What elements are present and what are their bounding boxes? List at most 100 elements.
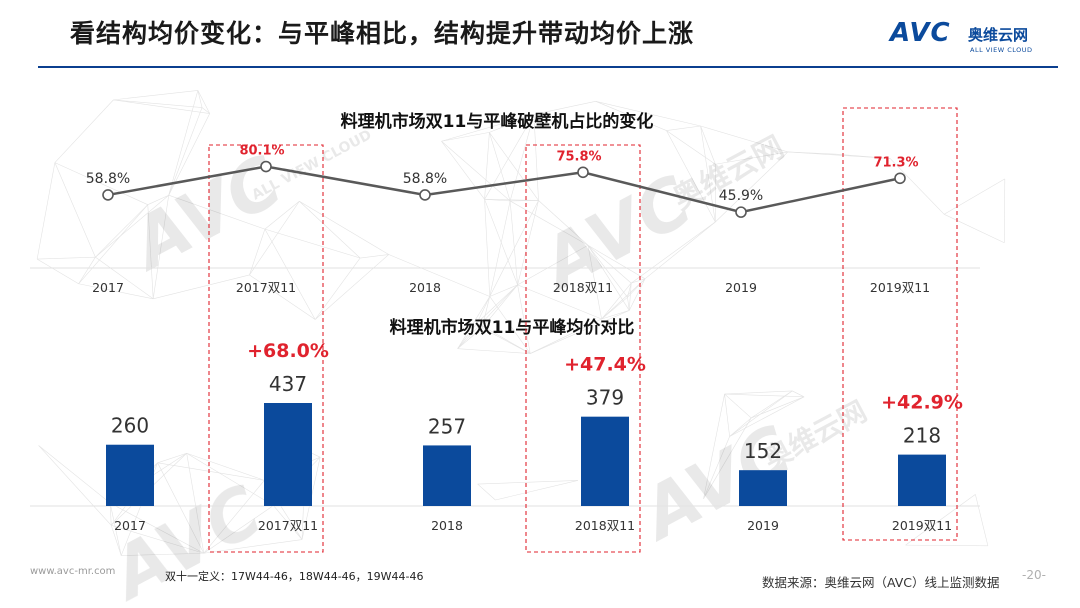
bar	[264, 403, 312, 506]
network-line	[457, 284, 518, 349]
network-line	[509, 114, 535, 202]
network-line	[197, 90, 203, 108]
bar-series: 260 2017 437 2017双11 257 2018 379 2018双11 152 201…	[106, 340, 963, 533]
bar	[898, 454, 946, 506]
network-line	[729, 417, 752, 437]
network-line	[484, 199, 491, 297]
network-line	[715, 151, 788, 165]
network-line	[113, 99, 203, 108]
network-line	[441, 141, 485, 200]
network-line	[38, 445, 111, 504]
network-line	[792, 390, 805, 398]
page-title: 看结构均价变化：与平峰相比，结构提升带动均价上涨	[70, 19, 695, 48]
network-line	[203, 505, 274, 554]
network-line	[601, 297, 628, 320]
network-line	[109, 503, 112, 526]
bar-value-label: 152	[744, 439, 782, 463]
network-line	[724, 394, 730, 437]
footer-note: 双十一定义：17W44-46，18W44-46，19W44-46	[165, 570, 424, 583]
bar-increase-label: +47.4%	[564, 354, 646, 376]
network-line	[476, 296, 491, 324]
network-line	[314, 254, 389, 320]
network-line	[203, 480, 265, 554]
network-line	[484, 199, 511, 202]
bar	[581, 416, 629, 506]
network-line	[489, 132, 539, 201]
bar-x-tick-label: 2019	[747, 518, 779, 533]
network-line	[153, 274, 250, 300]
network-line	[538, 200, 589, 246]
network-line	[481, 284, 518, 329]
network-line	[110, 525, 122, 556]
network-line	[157, 462, 265, 481]
network-line	[264, 228, 316, 320]
network-line	[631, 221, 716, 284]
network-line	[530, 310, 630, 354]
network-line	[489, 114, 535, 133]
network-line	[201, 107, 210, 114]
network-line	[457, 327, 483, 349]
network-line	[249, 201, 300, 276]
network-line	[360, 254, 389, 259]
network-line	[457, 296, 490, 349]
bar-chart-title: 料理机市场双11与平峰均价对比	[390, 317, 635, 338]
network-line	[517, 200, 539, 285]
network-line	[975, 494, 989, 546]
network-line	[186, 452, 274, 506]
network-line	[186, 452, 265, 481]
network-line	[509, 200, 589, 246]
line-point	[894, 172, 906, 185]
line-data-label: 45.9%	[719, 188, 763, 204]
network-line	[628, 278, 646, 311]
bar-x-tick-label: 2017	[114, 518, 146, 533]
highlight-box	[525, 144, 641, 553]
bar-x-tick-label: 2018双11	[575, 518, 635, 533]
network-line	[703, 436, 730, 499]
network-line	[489, 132, 511, 202]
network-line	[836, 153, 891, 159]
network-line	[36, 162, 56, 260]
network-line	[944, 214, 1005, 243]
network-line	[249, 229, 266, 276]
network-line	[729, 396, 805, 437]
line-point	[260, 160, 272, 173]
network-line	[203, 539, 303, 554]
network-line	[476, 322, 531, 354]
network-line	[111, 525, 204, 554]
network-line	[724, 390, 793, 395]
network-line	[186, 453, 205, 554]
line-x-tick-label: 2018	[409, 280, 441, 295]
network-line	[627, 278, 646, 298]
network-line	[601, 310, 630, 320]
network-line	[631, 278, 646, 284]
brand-name-en: ALL VIEW CLOUD	[970, 46, 1033, 54]
network-line	[644, 221, 716, 280]
bar-value-label: 437	[269, 372, 307, 396]
network-line	[314, 257, 361, 320]
line-data-label: 58.8%	[403, 171, 447, 187]
network-line	[587, 245, 646, 280]
bar	[423, 445, 471, 506]
network-line	[944, 178, 1005, 215]
network-line	[481, 296, 491, 329]
network-line	[54, 162, 148, 205]
line-data-label: 71.3%	[873, 155, 918, 170]
network-line	[78, 257, 96, 284]
network-line	[530, 318, 602, 354]
network-line	[905, 494, 976, 546]
header-divider	[38, 66, 1058, 68]
network-line	[441, 141, 511, 202]
bar-x-tick-label: 2018	[431, 518, 463, 533]
brand-name-cn: 奥维云网	[968, 26, 1029, 44]
network-line	[724, 393, 752, 419]
bar-value-label: 260	[111, 414, 149, 438]
line-series: 58.8% 80.1% 58.8% 75.8% 45.9% 71.3% 2017 2017双1…	[86, 144, 930, 295]
network-line	[484, 199, 539, 201]
network-line	[889, 158, 945, 215]
network-line	[95, 194, 169, 258]
network-line	[152, 195, 170, 299]
network-line	[1003, 178, 1006, 243]
network-line	[484, 132, 490, 200]
highlight-box	[842, 107, 958, 541]
line-x-tick-label: 2017	[92, 280, 124, 295]
